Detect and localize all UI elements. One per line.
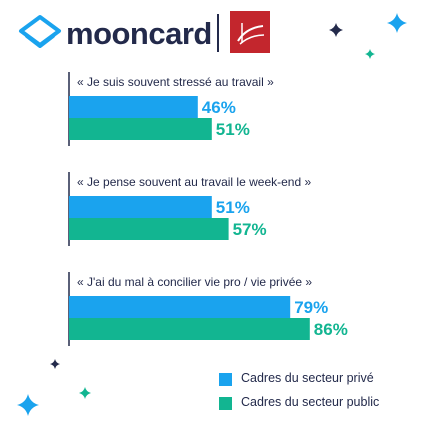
data-label: 46% — [202, 98, 236, 117]
data-label: 86% — [314, 320, 348, 339]
bar — [69, 296, 291, 318]
legend-label-private: Cadres du secteur privé — [241, 371, 374, 385]
bar — [69, 96, 198, 118]
legend-swatch-private — [219, 373, 232, 386]
bar — [69, 118, 212, 140]
category-label: « J'ai du mal à concilier vie pro / vie … — [77, 275, 312, 289]
sparkle-icon — [365, 49, 375, 59]
legend-label-public: Cadres du secteur public — [241, 395, 380, 409]
layers-diamond-icon — [19, 15, 61, 48]
data-label: 79% — [294, 298, 328, 317]
data-label: 51% — [216, 198, 250, 217]
sparkle-icon — [79, 387, 91, 399]
sparkle-icon — [17, 394, 39, 416]
data-label: 57% — [233, 220, 267, 239]
partner-emblem-icon — [237, 23, 265, 45]
legend-swatch-public — [219, 397, 232, 410]
bar — [69, 196, 212, 218]
bar — [69, 218, 229, 240]
bar — [69, 318, 310, 340]
header-divider — [217, 14, 219, 52]
sparkle-icon — [329, 23, 343, 37]
partner-red-logo — [230, 11, 270, 53]
category-label: « Je pense souvent au travail le week-en… — [77, 175, 311, 189]
header: mooncard — [0, 0, 429, 70]
brand-name: mooncard — [66, 16, 212, 51]
sparkle-icon — [50, 359, 60, 369]
data-label: 51% — [216, 120, 250, 139]
sparkle-icon — [387, 13, 407, 33]
category-label: « Je suis souvent stressé au travail » — [77, 75, 274, 89]
